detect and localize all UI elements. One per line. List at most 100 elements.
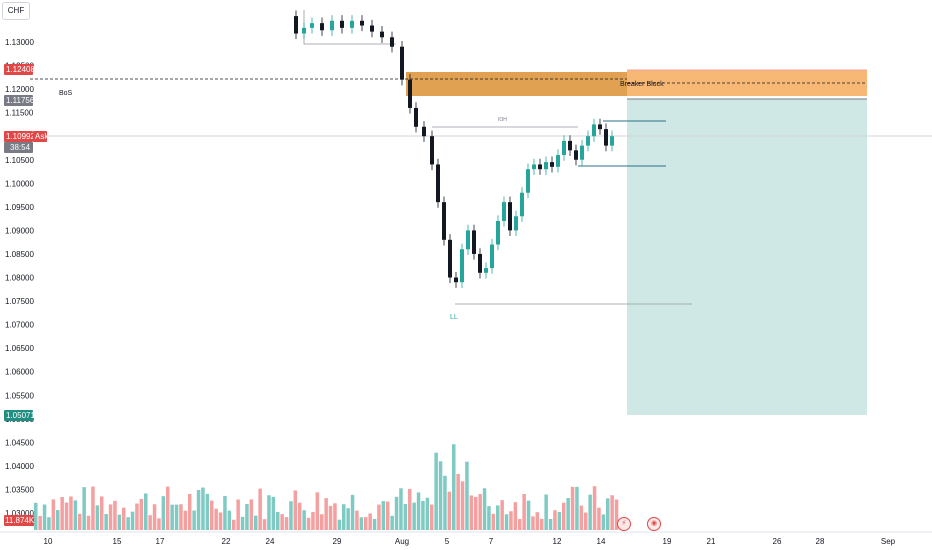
price-tag-upper: 1.12408 [4,64,35,75]
volume-bar [526,500,531,530]
lightning-icon[interactable]: ⚡ [617,517,631,531]
volume-bar [69,496,73,530]
candle-body [360,20,364,26]
volume-bar [315,492,320,530]
y-tick-label: 1.09000 [5,226,34,235]
x-tick-label: 21 [707,537,716,546]
volume-bar [289,501,293,530]
eye-icon[interactable]: ◉ [647,517,661,531]
volume-bar [166,486,170,530]
volume-bar [258,488,262,530]
y-tick-label: 1.12000 [5,85,34,94]
volume-bar [201,487,205,530]
volume-bar [337,519,342,530]
x-tick-label: Sep [881,537,896,546]
volume-bar [364,517,368,530]
volume-bar [280,514,284,530]
volume-bar [240,516,245,530]
y-tick-label: 1.11500 [5,109,34,118]
candle-body [556,155,560,167]
volume-bar [346,508,350,530]
candle-body [592,124,596,137]
volume-bar [51,499,56,530]
candle-body [550,162,554,167]
volume-bar [144,493,148,530]
svg-text:1.11756: 1.11756 [6,96,35,105]
volume-bar [513,502,518,530]
volume-bar [562,502,566,530]
price-tag-ask[interactable]: 1.10992 Ask [4,131,49,142]
volume-bar [152,504,157,530]
volume-bar [601,514,606,530]
volume-bar [487,506,491,530]
volume-bar [447,491,452,530]
volume-bar [262,519,267,530]
y-tick-label: 1.03000 [5,509,34,518]
x-tick-label: 7 [489,537,494,546]
volume-bar [377,504,381,530]
volume-bar [566,498,570,530]
y-tick-label: 1.03500 [5,485,34,494]
candle-body [454,277,458,283]
volume-bar [104,514,108,530]
volume-bar [113,500,117,530]
volume-bar [161,496,166,530]
volume-bar [205,493,210,530]
volume-bar [91,486,95,530]
symbol-badge[interactable]: CHF [2,2,30,20]
volume-bar [192,510,196,530]
volume-bar [350,494,355,530]
volume-bar [117,514,122,530]
volume-bar [399,488,403,530]
volume-bar [60,496,64,530]
candle-body [466,230,470,250]
candle-body [302,27,306,34]
volume-bar [469,495,474,530]
volume-bar [359,517,364,530]
volume-bar [491,513,496,530]
y-tick-label: 1.05500 [5,391,34,400]
candle-body [370,25,374,32]
x-tick-label: Aug [395,537,409,546]
structure-line-top [303,10,396,45]
volume-bar [465,461,469,530]
candle-body [526,169,530,193]
svg-text:38:54: 38:54 [10,143,31,152]
volume-bar [518,519,522,530]
volume-bar [430,504,434,530]
volume-bar [557,511,562,530]
volume-bar [579,505,584,530]
candle-body [310,23,314,28]
volume-bar [368,513,372,530]
volume-bar [174,504,179,530]
volume-bar [38,515,42,530]
y-tick-label: 1.07000 [5,321,34,330]
volume-bar [157,518,161,530]
volume-bars [34,444,619,530]
volume-bar [34,502,38,530]
volume-bar [416,492,421,530]
candle-body [472,230,476,254]
volume-bar [86,515,91,530]
volume-bar [540,518,544,530]
x-tick-label: 28 [816,537,825,546]
candle-body [562,140,566,156]
volume-bar [227,510,232,530]
volume-bar [584,512,588,530]
volume-bar [394,496,399,530]
volume-bar [232,519,236,530]
candle-body [380,31,384,38]
candle-body [580,145,584,160]
candle-body [436,164,440,203]
volume-bar [122,507,126,530]
x-tick-label: 22 [222,537,231,546]
volume-bar [254,515,258,530]
y-tick-label: 1.08500 [5,250,34,259]
y-tick-label: 1.07500 [5,297,34,306]
x-tick-label: 5 [445,537,450,546]
breaker-block-zone-left [406,72,627,96]
volume-bar [42,504,47,530]
volume-bar [443,475,447,530]
volume-bar [614,499,619,530]
